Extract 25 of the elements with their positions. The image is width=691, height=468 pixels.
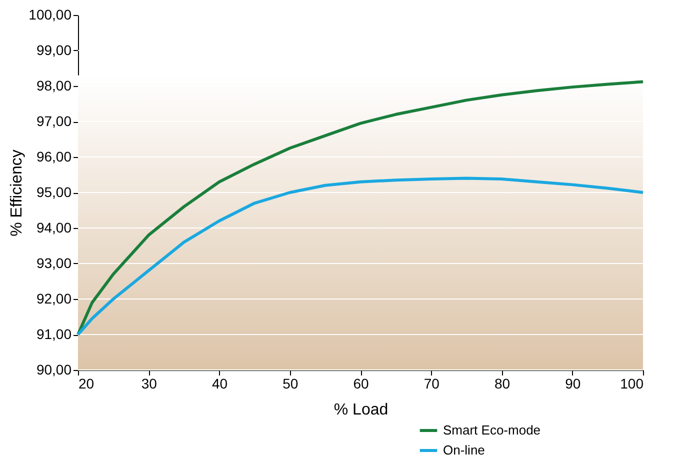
x-tick-label: 70 [424,376,440,392]
x-tick-label: 30 [141,376,158,392]
legend-label: On-line [443,442,485,458]
legend-label: Smart Eco-mode [443,422,541,438]
line-series [76,176,644,336]
y-tick-label: 91,00 [36,326,72,342]
x-tick-label: 80 [494,376,510,392]
x-tick-label: 50 [282,376,298,392]
x-tick-label: 100 [620,376,644,392]
y-tick-label: 90,00 [36,362,72,378]
y-tick-label: 93,00 [36,255,72,271]
y-tick-label: 94,00 [36,220,72,236]
y-tick-label: 96,00 [36,148,72,164]
y-tick-label: 95,00 [36,184,72,200]
x-axis-title: % Load [334,402,388,418]
x-tick-label: 40 [212,376,228,392]
x-tick-label: 60 [353,376,369,392]
y-tick-label: 100,00 [28,6,72,22]
x-tick-label: 90 [565,376,581,392]
y-tick-label: 98,00 [36,78,72,94]
x-tick-label: 20 [78,376,94,392]
y-axis-title: % Efficiency [8,150,26,236]
y-tick-label: 92,00 [36,290,72,306]
y-tick-label: 97,00 [36,113,72,129]
y-tick-label: 99,00 [36,42,72,58]
